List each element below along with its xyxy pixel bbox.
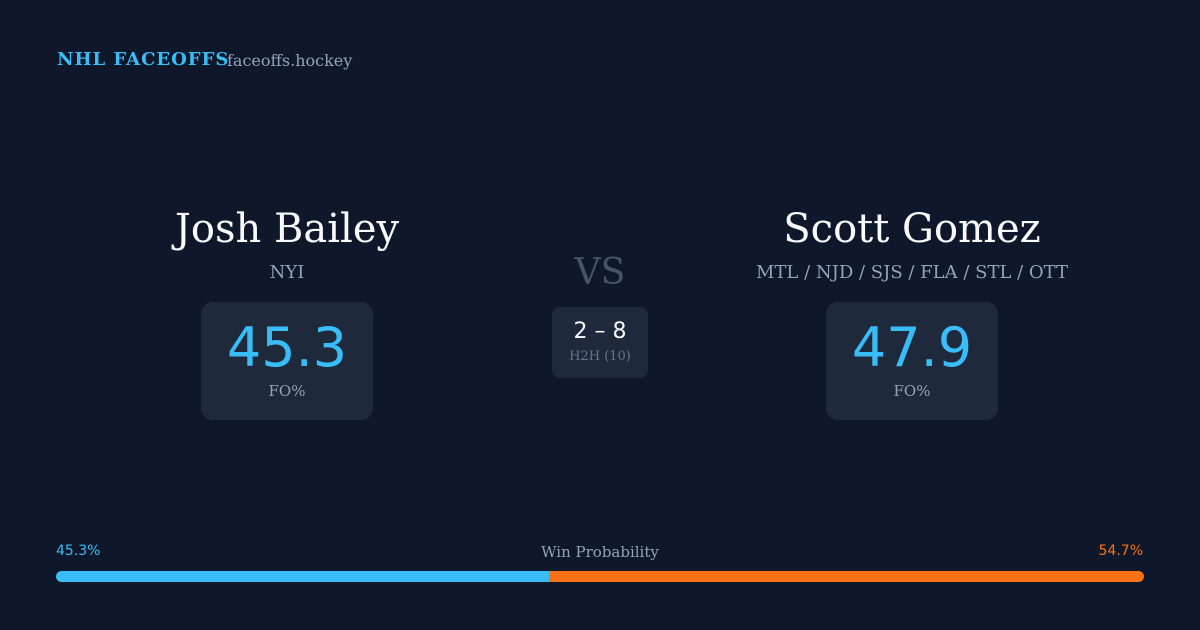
win-left-bar: [56, 571, 549, 582]
h2h-score: 2 – 8: [573, 319, 627, 344]
player-teams: NYI: [269, 262, 305, 283]
player-name: Scott Gomez: [783, 206, 1041, 252]
fo-label: FO%: [893, 382, 931, 400]
player-name: Josh Bailey: [174, 206, 400, 252]
win-left-label: 45.3%: [56, 543, 101, 559]
fo-value: 47.9: [851, 316, 973, 379]
fo-label: FO%: [268, 382, 306, 400]
player-teams: MTL / NJD / SJS / FLA / STL / OTT: [755, 262, 1069, 283]
stat-box: 45.3 FO%: [201, 302, 373, 420]
vs: VS: [574, 252, 626, 293]
site: faceoffs.hockey: [227, 51, 353, 70]
win-bar: [56, 571, 1144, 582]
h2h-box: 2 – 8 H2H (10): [552, 307, 648, 378]
fo-value: 45.3: [226, 316, 348, 379]
win-title: Win Probability: [541, 543, 659, 561]
win-right-label: 54.7%: [1098, 543, 1143, 559]
win-right-bar: [548, 571, 1144, 582]
h2h-label: H2H (10): [569, 349, 631, 364]
brand: NHL FACEOFFS: [57, 49, 230, 70]
stat-box: 47.9 FO%: [826, 302, 998, 420]
